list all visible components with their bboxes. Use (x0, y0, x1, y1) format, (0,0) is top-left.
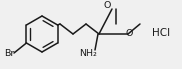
Text: Br: Br (4, 49, 14, 57)
Text: HCl: HCl (152, 28, 170, 38)
Text: O: O (103, 2, 111, 10)
Text: O: O (125, 30, 133, 39)
Text: NH₂: NH₂ (79, 49, 97, 59)
